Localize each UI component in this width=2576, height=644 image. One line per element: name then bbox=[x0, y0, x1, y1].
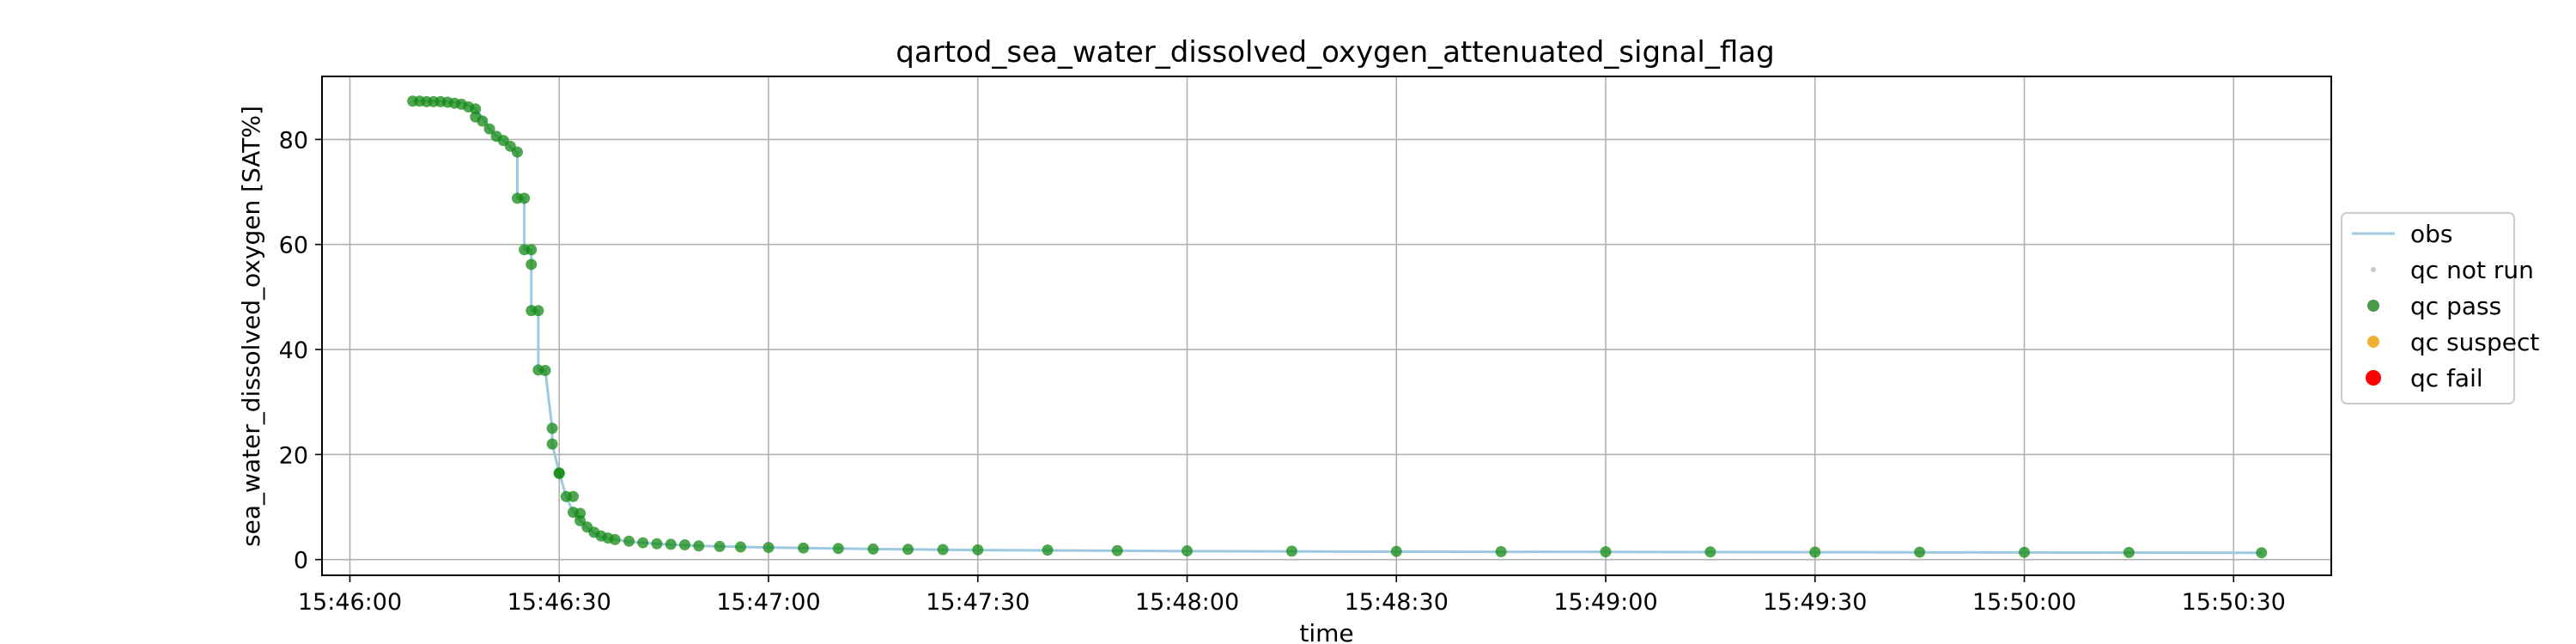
qc-pass-point bbox=[609, 533, 621, 545]
legend-swatch bbox=[2371, 267, 2376, 272]
y-tick-label: 60 bbox=[279, 233, 308, 259]
legend: obs qc not run qc pass qc suspect qc fail bbox=[2341, 212, 2539, 404]
x-tick-label: 15:48:30 bbox=[1345, 589, 1449, 616]
qc-pass-point bbox=[714, 540, 726, 552]
qc-pass-point bbox=[553, 467, 565, 479]
qc-pass-point bbox=[2123, 546, 2135, 558]
legend-swatch bbox=[2367, 300, 2379, 312]
legend-box bbox=[2341, 212, 2515, 404]
qc-pass-point bbox=[1809, 546, 1821, 558]
qc-pass-point bbox=[470, 103, 482, 115]
qc-pass-point bbox=[735, 541, 746, 553]
qc-pass-point bbox=[2019, 546, 2030, 558]
qc-pass-point bbox=[798, 542, 810, 554]
qc-pass-point bbox=[1495, 545, 1507, 557]
qc-pass-point bbox=[651, 538, 663, 550]
qc-pass-point bbox=[532, 305, 544, 317]
qc-pass-point bbox=[1111, 544, 1123, 556]
qc-pass-point bbox=[539, 364, 551, 376]
qc-pass-point bbox=[483, 123, 495, 135]
qc-pass-point bbox=[972, 544, 984, 556]
x-tick-label: 15:50:00 bbox=[1972, 589, 2076, 616]
y-axis: 0 20 40 60 80 bbox=[279, 127, 322, 574]
qc-pass-point bbox=[546, 438, 558, 450]
qc-pass-point bbox=[693, 540, 705, 552]
qc-pass-point bbox=[1600, 546, 1612, 558]
qc-pass-point bbox=[526, 258, 538, 270]
qc-pass-point bbox=[623, 535, 635, 547]
qc-pass-point bbox=[1042, 544, 1054, 556]
qc-pass-point bbox=[1914, 546, 1926, 558]
qc-pass-point bbox=[1390, 545, 1402, 557]
qc-pass-point bbox=[665, 538, 677, 550]
qc-pass-point bbox=[546, 422, 558, 434]
qc-pass-point bbox=[902, 544, 914, 556]
qc-pass-point bbox=[512, 146, 523, 158]
legend-label: qc not run bbox=[2410, 256, 2534, 284]
qc-pass-point bbox=[526, 244, 538, 256]
plot-frame bbox=[321, 76, 2332, 576]
qc-pass-series bbox=[407, 95, 2268, 559]
x-tick-label: 15:50:30 bbox=[2182, 589, 2286, 616]
x-tick-label: 15:46:30 bbox=[507, 589, 611, 616]
qc-pass-point bbox=[867, 543, 879, 555]
chart-title: qartod_sea_water_dissolved_oxygen_attenu… bbox=[896, 35, 1774, 70]
x-tick-label: 15:46:00 bbox=[298, 589, 402, 616]
qc-pass-point bbox=[637, 537, 649, 549]
legend-label: qc suspect bbox=[2410, 328, 2539, 356]
x-tick-label: 15:47:30 bbox=[926, 589, 1030, 616]
x-tick-label: 15:48:00 bbox=[1135, 589, 1239, 616]
x-tick-label: 15:47:00 bbox=[716, 589, 820, 616]
grid bbox=[322, 76, 2331, 575]
qc-pass-point bbox=[679, 539, 690, 551]
y-tick-label: 40 bbox=[279, 337, 308, 364]
legend-label: qc fail bbox=[2410, 364, 2483, 392]
qc-pass-point bbox=[519, 192, 531, 204]
legend-label: obs bbox=[2410, 220, 2453, 248]
qc-pass-point bbox=[1704, 546, 1716, 558]
qc-pass-point bbox=[832, 543, 844, 555]
legend-swatch bbox=[2366, 370, 2381, 386]
qc-pass-point bbox=[477, 115, 489, 127]
qc-pass-point bbox=[1182, 545, 1193, 557]
qc-pass-point bbox=[1285, 545, 1297, 557]
qc-pass-point bbox=[2256, 547, 2268, 559]
y-tick-label: 20 bbox=[279, 442, 308, 469]
y-tick-label: 80 bbox=[279, 127, 308, 154]
qc-pass-point bbox=[568, 490, 579, 502]
y-tick-label: 0 bbox=[294, 548, 308, 574]
x-tick-label: 15:49:00 bbox=[1553, 589, 1657, 616]
x-axis: 15:46:00 15:46:30 15:47:00 15:47:30 15:48:00… bbox=[298, 575, 2286, 616]
legend-swatch bbox=[2367, 336, 2379, 348]
x-tick-label: 15:49:30 bbox=[1763, 589, 1867, 616]
legend-label: qc pass bbox=[2410, 292, 2501, 320]
qc-pass-point bbox=[762, 542, 775, 554]
y-axis-label: sea_water_dissolved_oxygen [SAT%] bbox=[237, 106, 265, 547]
x-axis-label: time bbox=[1299, 619, 1353, 644]
qc-pass-point bbox=[937, 544, 949, 556]
